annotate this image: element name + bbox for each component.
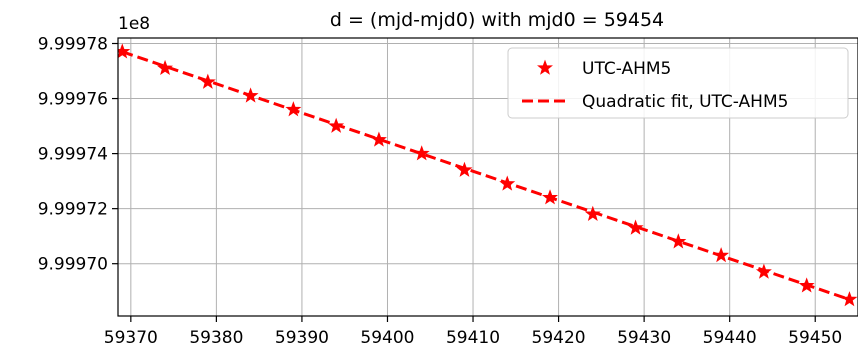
- data-point: [118, 43, 131, 59]
- legend-box: [507, 47, 849, 119]
- data-point: [456, 161, 473, 177]
- data-point: [713, 247, 730, 263]
- x-tick-label: 59440: [703, 328, 757, 348]
- data-point: [542, 189, 558, 205]
- data-point: [841, 291, 858, 307]
- data-point: [157, 59, 174, 76]
- y-tick-label: 9.99978: [38, 35, 108, 55]
- chart-title: d = (mjd-mjd0) with mjd0 = 59454: [330, 9, 664, 31]
- fit-line: [121, 50, 850, 301]
- data-point: [328, 117, 345, 133]
- legend-label: UTC-AHM5: [582, 59, 671, 79]
- data-point: [370, 131, 387, 147]
- data-point: [199, 73, 216, 89]
- y-tick-label: 9.99972: [38, 200, 108, 220]
- data-point: [627, 219, 644, 235]
- data-point: [670, 233, 687, 249]
- y-offset-label: 1e8: [118, 14, 150, 34]
- data-point: [499, 175, 516, 191]
- plot-frame: [117, 37, 858, 317]
- x-tick-label: 59410: [446, 328, 500, 348]
- axis-ticks: 59370 59380 59390 59400 59410 59420 59430 59440…: [38, 35, 843, 348]
- y-tick-label: 9.99974: [38, 145, 108, 165]
- y-tick-label: 9.99976: [38, 90, 108, 110]
- x-tick-label: 59430: [617, 328, 671, 348]
- x-tick-label: 59420: [532, 328, 586, 348]
- data-point: [755, 263, 772, 279]
- x-tick-label: 59390: [275, 328, 329, 348]
- data-point: [413, 145, 430, 161]
- legend-label: Quadratic fit, UTC-AHM5: [582, 92, 788, 112]
- legend-marker-star: [537, 59, 553, 75]
- data-point: [285, 101, 302, 117]
- data-point: [798, 277, 815, 293]
- data-point: [584, 205, 601, 221]
- x-tick-label: 59370: [104, 328, 158, 348]
- y-tick-label: 9.99970: [38, 255, 108, 275]
- legend: UTC-AHM5 Quadratic fit, UTC-AHM5: [507, 47, 849, 119]
- x-tick-label: 59450: [788, 328, 842, 348]
- series-layer: [118, 43, 858, 307]
- data-point: [242, 87, 259, 103]
- x-tick-label: 59380: [189, 328, 243, 348]
- plot-area: [118, 43, 858, 307]
- x-tick-label: 59400: [360, 328, 414, 348]
